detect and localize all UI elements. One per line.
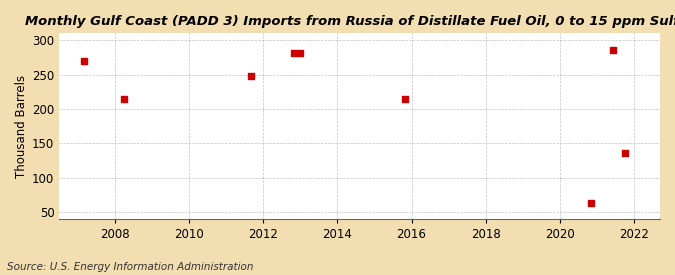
Point: [295, 51, 306, 56]
Point: [607, 48, 618, 53]
Point: [79, 59, 90, 63]
Title: Monthly Gulf Coast (PADD 3) Imports from Russia of Distillate Fuel Oil, 0 to 15 : Monthly Gulf Coast (PADD 3) Imports from…: [25, 15, 675, 28]
Y-axis label: Thousand Barrels: Thousand Barrels: [15, 75, 28, 178]
Point: [289, 51, 300, 56]
Point: [585, 201, 596, 205]
Text: Source: U.S. Energy Information Administration: Source: U.S. Energy Information Administ…: [7, 262, 253, 272]
Point: [119, 96, 130, 101]
Point: [620, 151, 630, 156]
Point: [246, 74, 256, 78]
Point: [400, 96, 410, 101]
